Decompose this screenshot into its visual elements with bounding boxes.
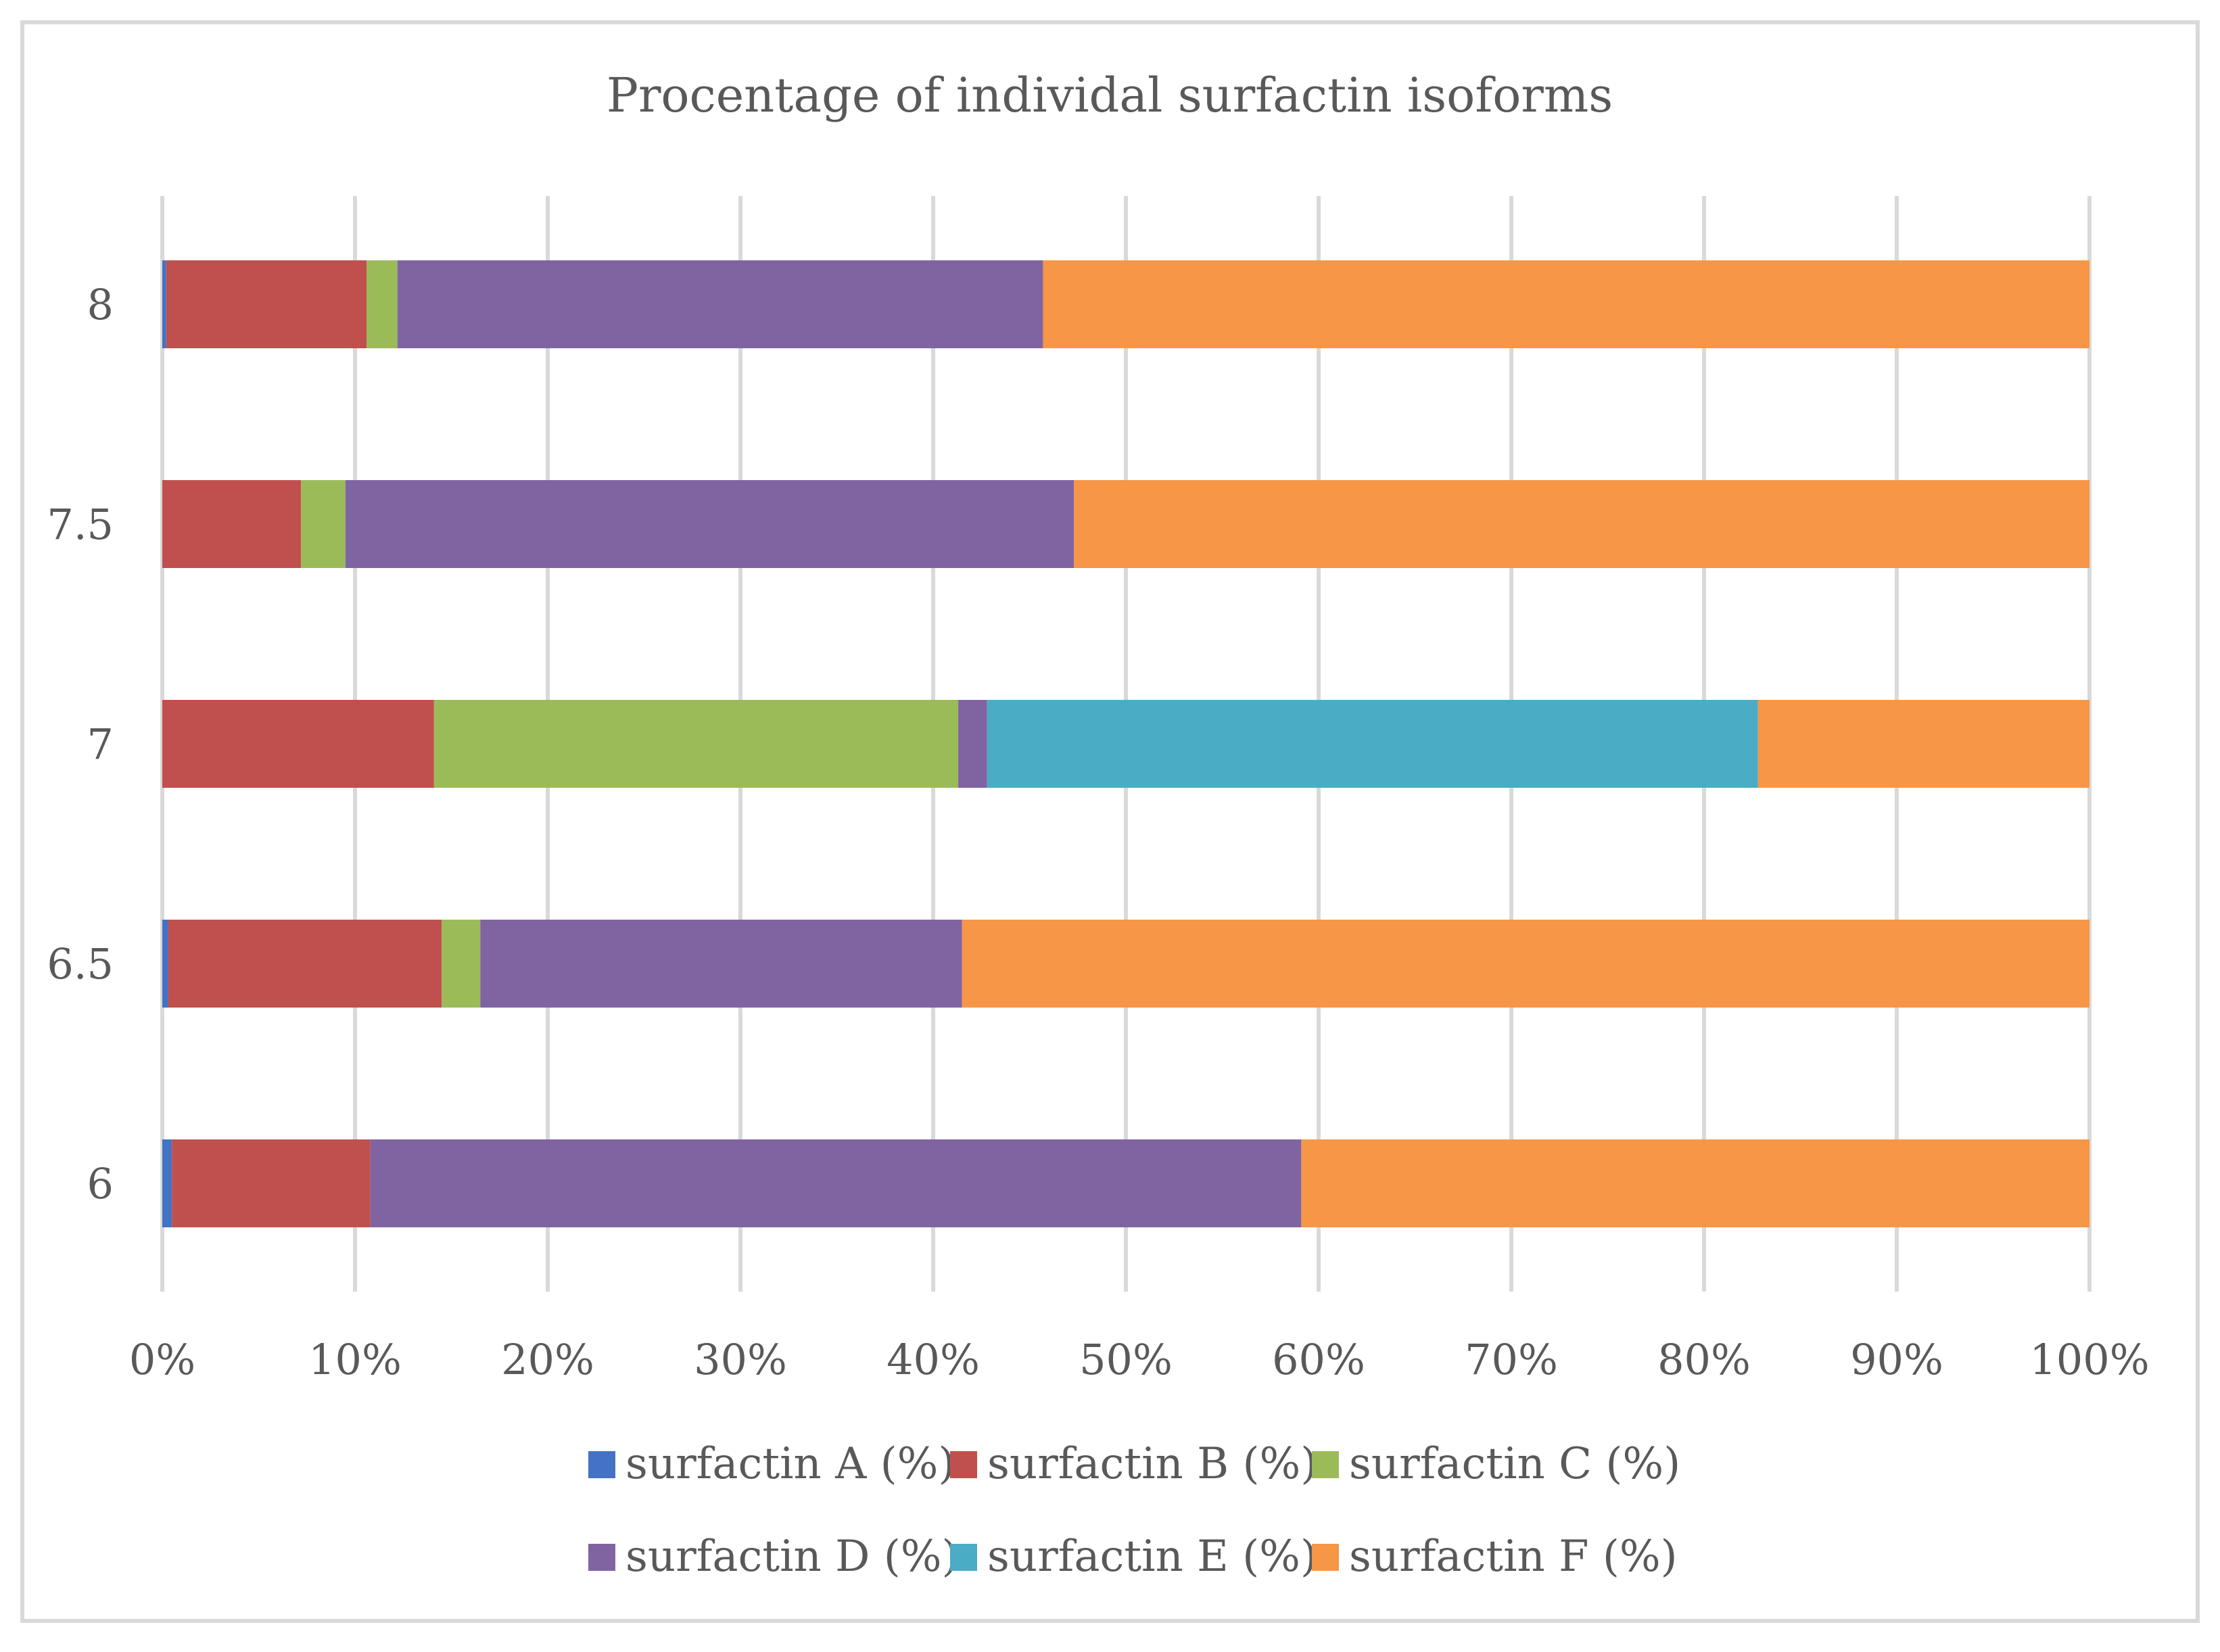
legend-label: surfactin F (%) — [1349, 1532, 1678, 1582]
bar-segment — [480, 920, 962, 1008]
legend-label: surfactin B (%) — [987, 1439, 1317, 1489]
legend-swatch — [950, 1451, 977, 1478]
bar-segment — [1074, 480, 2089, 568]
x-axis-ticks: 0% 10% 20% 30% 40% 50% 60% 70% 80% 90% 100% — [129, 1335, 2150, 1384]
y-tick-label: 8 — [87, 280, 114, 329]
bar-segment — [1757, 700, 2089, 788]
y-axis-ticks: 6 6.5 7 7.5 8 — [47, 280, 114, 1208]
y-tick-label: 6 — [87, 1159, 114, 1208]
x-tick-label: 100% — [2029, 1335, 2149, 1384]
x-tick-label: 40% — [887, 1335, 980, 1384]
legend-swatch — [588, 1451, 615, 1478]
bar-segment — [172, 1139, 371, 1227]
bar-segment — [962, 920, 2089, 1008]
y-tick-label: 7 — [87, 719, 114, 769]
bar-segment — [987, 700, 1758, 788]
bar-segment — [162, 920, 168, 1008]
legend: surfactin A (%) surfactin B (%) surfactin … — [588, 1439, 1680, 1582]
y-tick-label: 7.5 — [47, 500, 114, 549]
legend-swatch — [950, 1544, 977, 1571]
legend-swatch — [1312, 1451, 1339, 1478]
bar-segment — [1043, 260, 2089, 348]
bar-segment — [162, 1139, 172, 1227]
bar-segment — [162, 260, 166, 348]
y-tick-label: 6.5 — [47, 939, 114, 989]
bar-segment — [301, 480, 346, 568]
legend-label: surfactin C (%) — [1349, 1439, 1680, 1489]
bar-segment — [958, 700, 987, 788]
x-tick-label: 10% — [308, 1335, 402, 1384]
legend-label: surfactin D (%) — [625, 1532, 959, 1582]
legend-label: surfactin E (%) — [987, 1532, 1317, 1582]
x-tick-label: 90% — [1850, 1335, 1943, 1384]
x-tick-label: 20% — [501, 1335, 594, 1384]
bar-segment — [345, 480, 1074, 568]
legend-swatch — [588, 1544, 615, 1571]
chart-title: Procentage of individal surfactin isofor… — [607, 68, 1613, 123]
bar-segment — [162, 700, 434, 788]
bar-segment — [397, 260, 1043, 348]
bar-segment — [168, 920, 442, 1008]
x-tick-label: 50% — [1079, 1335, 1173, 1384]
bar-segment — [433, 700, 959, 788]
legend-swatch — [1312, 1544, 1339, 1571]
x-tick-label: 70% — [1465, 1335, 1558, 1384]
x-tick-label: 80% — [1657, 1335, 1751, 1384]
bar-segment — [162, 480, 302, 568]
bar-segment — [370, 1139, 1302, 1227]
bar-segment — [1301, 1139, 2089, 1227]
x-tick-label: 0% — [129, 1335, 195, 1384]
bar-segment — [442, 920, 481, 1008]
x-tick-label: 30% — [694, 1335, 787, 1384]
bars — [162, 260, 2089, 1227]
x-tick-label: 60% — [1272, 1335, 1365, 1384]
bar-segment — [367, 260, 398, 348]
legend-label: surfactin A (%) — [625, 1439, 955, 1489]
bar-segment — [166, 260, 367, 348]
